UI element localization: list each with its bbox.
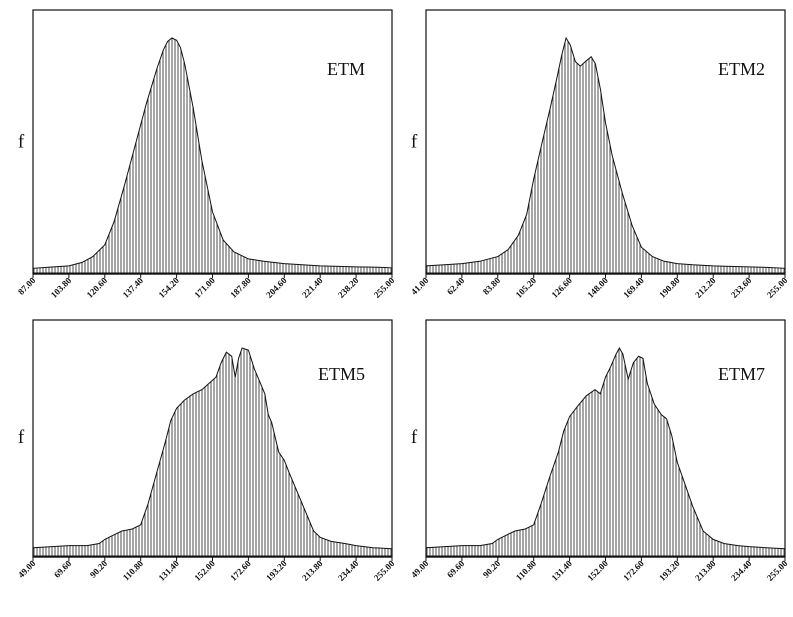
- histogram-area-etm5: [32, 347, 393, 557]
- y-axis-label: f: [18, 427, 25, 448]
- panel-title: ETM2: [718, 59, 765, 79]
- histogram-area-etm2: [425, 36, 786, 274]
- y-axis-label: f: [411, 427, 418, 448]
- panel-etm5: 49.00 69.60 90.20 110.80 131.40 152.00 172.60 1…: [16, 319, 397, 583]
- panel-title: ETM5: [318, 364, 365, 384]
- y-axis-label: f: [18, 131, 25, 152]
- histogram-area-etm7: [425, 346, 786, 557]
- panel-etm: 87.00 103.80 120.60 137.40 154.20 171.00 187.8…: [16, 9, 397, 300]
- panel-title: ETM: [327, 59, 365, 79]
- panel-title: ETM7: [718, 364, 765, 384]
- panel-etm7: 49.00 69.60 90.20 110.80 131.40 152.00 172.60 1…: [409, 319, 790, 583]
- panel-etm2: 41.00 62.40 83.80 105.20 126.60 148.00 169.40 1…: [409, 9, 790, 300]
- histogram-area-etm: [32, 37, 393, 274]
- y-axis-label: f: [411, 131, 418, 152]
